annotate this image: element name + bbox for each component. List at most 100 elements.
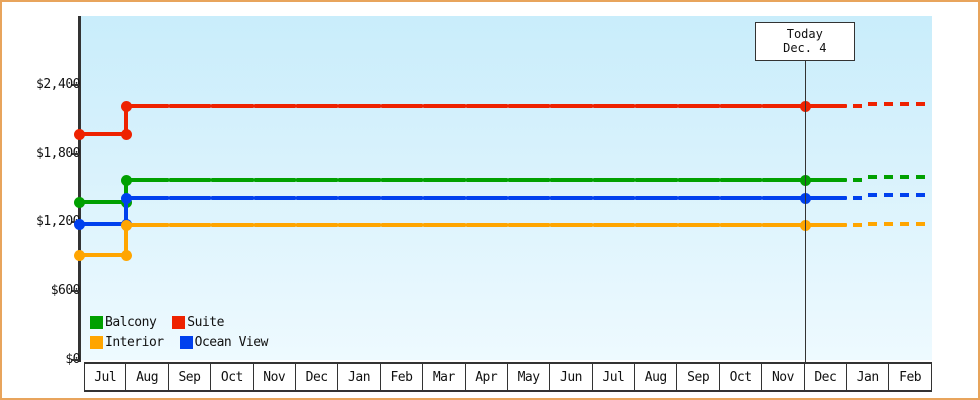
x-axis-month-cell[interactable]: Nov bbox=[762, 364, 805, 392]
series-line-interior bbox=[592, 223, 636, 228]
series-line-suite bbox=[211, 103, 254, 108]
legend-row-2: Interior Ocean View bbox=[90, 332, 284, 352]
series-line-interior bbox=[677, 223, 720, 228]
y-axis-tick-mark bbox=[72, 152, 79, 155]
series-line-ocean-view bbox=[465, 195, 508, 200]
series-line-ocean-view bbox=[550, 195, 593, 200]
series-forecast-balcony bbox=[868, 174, 932, 179]
legend-item-balcony[interactable]: Balcony bbox=[90, 315, 157, 330]
series-step-suite bbox=[124, 105, 129, 134]
series-line-suite bbox=[465, 103, 508, 108]
x-axis-month-cell[interactable]: Feb bbox=[889, 364, 932, 392]
series-line-suite bbox=[423, 103, 466, 108]
series-line-balcony bbox=[550, 178, 593, 183]
y-axis-tick-group: $600 bbox=[2, 284, 81, 297]
legend-swatch-ocean-view bbox=[179, 335, 193, 349]
series-forecast-suite bbox=[868, 101, 932, 106]
series-forecast-balcony bbox=[804, 178, 869, 183]
series-line-interior bbox=[211, 223, 254, 228]
data-point-ocean-view-start[interactable] bbox=[74, 219, 85, 231]
series-line-interior bbox=[168, 223, 212, 228]
legend-row-1: Balcony Suite bbox=[90, 312, 284, 332]
series-line-ocean-view bbox=[211, 195, 254, 200]
series-line-ocean-view bbox=[79, 222, 127, 227]
data-point-suite[interactable] bbox=[121, 128, 133, 140]
y-axis-tick-label: $2,400 bbox=[36, 76, 80, 92]
series-line-ocean-view bbox=[762, 195, 805, 200]
y-axis-tick-label: $1,800 bbox=[36, 145, 80, 161]
x-axis-month-cell[interactable]: Apr bbox=[465, 364, 508, 392]
series-step-ocean-view bbox=[124, 197, 129, 225]
x-axis-month-cell[interactable]: Jul bbox=[84, 364, 127, 392]
x-axis-month-cell[interactable]: May bbox=[507, 364, 551, 392]
series-line-balcony bbox=[338, 178, 381, 183]
series-line-interior bbox=[508, 223, 551, 228]
data-point-interior-start[interactable] bbox=[74, 249, 85, 261]
series-line-interior bbox=[79, 252, 127, 257]
series-line-suite bbox=[762, 103, 805, 108]
series-line-balcony bbox=[592, 178, 636, 183]
series-line-suite bbox=[677, 103, 720, 108]
legend-item-ocean-view[interactable]: Ocean View bbox=[179, 334, 269, 350]
x-axis-month-cell[interactable]: Mar bbox=[423, 364, 466, 392]
series-line-suite bbox=[79, 131, 127, 136]
x-axis-month-cell[interactable]: Oct bbox=[211, 364, 254, 392]
x-axis-month-cell[interactable]: Jan bbox=[847, 364, 890, 392]
data-point-suite-start[interactable] bbox=[74, 128, 85, 140]
x-axis-month-cell[interactable]: Dec bbox=[295, 364, 339, 392]
series-line-interior bbox=[720, 223, 763, 228]
data-point-interior[interactable] bbox=[121, 249, 133, 261]
series-line-balcony bbox=[423, 178, 466, 183]
series-line-ocean-view bbox=[508, 195, 551, 200]
today-label-line2: Dec. 4 bbox=[783, 41, 827, 55]
series-line-ocean-view bbox=[720, 195, 763, 200]
series-line-balcony bbox=[126, 178, 169, 183]
series-line-suite bbox=[296, 103, 339, 108]
series-step-balcony bbox=[124, 180, 129, 203]
series-line-interior bbox=[253, 223, 296, 228]
today-label-box[interactable]: Today Dec. 4 bbox=[754, 22, 855, 61]
y-axis-tick-group: $1,200 bbox=[2, 215, 80, 228]
x-axis-month-cell[interactable]: Dec bbox=[804, 364, 848, 392]
series-line-balcony bbox=[677, 178, 720, 183]
y-axis-tick-mark bbox=[72, 290, 79, 293]
x-axis-month-cell[interactable]: Sep bbox=[168, 364, 212, 392]
x-axis-month-cell[interactable]: Sep bbox=[677, 364, 720, 392]
series-forecast-ocean-view bbox=[804, 195, 869, 200]
chart-legend: Balcony Suite Interior Ocean View bbox=[90, 312, 284, 352]
series-line-ocean-view bbox=[126, 195, 169, 200]
series-line-balcony bbox=[253, 178, 296, 183]
series-line-suite bbox=[592, 103, 636, 108]
legend-item-suite[interactable]: Suite bbox=[172, 315, 224, 330]
legend-label-ocean-view: Ocean View bbox=[194, 334, 269, 350]
series-forecast-suite bbox=[804, 103, 869, 108]
y-axis-tick-group: $2,400 bbox=[2, 78, 80, 91]
series-line-ocean-view bbox=[338, 195, 381, 200]
x-axis-month-cell[interactable]: Nov bbox=[253, 364, 296, 392]
series-line-suite bbox=[126, 103, 169, 108]
series-line-interior bbox=[550, 223, 593, 228]
x-axis-month-cell[interactable]: Feb bbox=[380, 364, 424, 392]
legend-swatch-suite bbox=[172, 315, 186, 329]
series-line-suite bbox=[168, 103, 212, 108]
series-line-suite bbox=[635, 103, 678, 108]
legend-item-interior[interactable]: Interior bbox=[90, 335, 164, 350]
series-line-ocean-view bbox=[677, 195, 720, 200]
series-forecast-interior bbox=[868, 222, 932, 227]
x-axis-month-cell[interactable]: Jul bbox=[592, 364, 636, 392]
series-line-interior bbox=[465, 223, 508, 228]
series-line-suite bbox=[720, 103, 763, 108]
data-point-balcony-start[interactable] bbox=[74, 197, 85, 209]
plot-area-background bbox=[80, 16, 932, 360]
series-line-balcony bbox=[635, 178, 678, 183]
y-axis-tick-mark bbox=[72, 83, 79, 86]
x-axis-month-cell[interactable]: Aug bbox=[126, 364, 169, 392]
series-line-interior bbox=[423, 223, 466, 228]
series-line-ocean-view bbox=[423, 195, 466, 200]
x-axis-month-cell[interactable]: Oct bbox=[719, 364, 763, 392]
x-axis-month-cell[interactable]: Aug bbox=[635, 364, 678, 392]
legend-swatch-interior bbox=[90, 335, 103, 349]
x-axis-month-cell[interactable]: Jan bbox=[338, 364, 381, 392]
x-axis-month-cell[interactable]: Jun bbox=[550, 364, 593, 392]
